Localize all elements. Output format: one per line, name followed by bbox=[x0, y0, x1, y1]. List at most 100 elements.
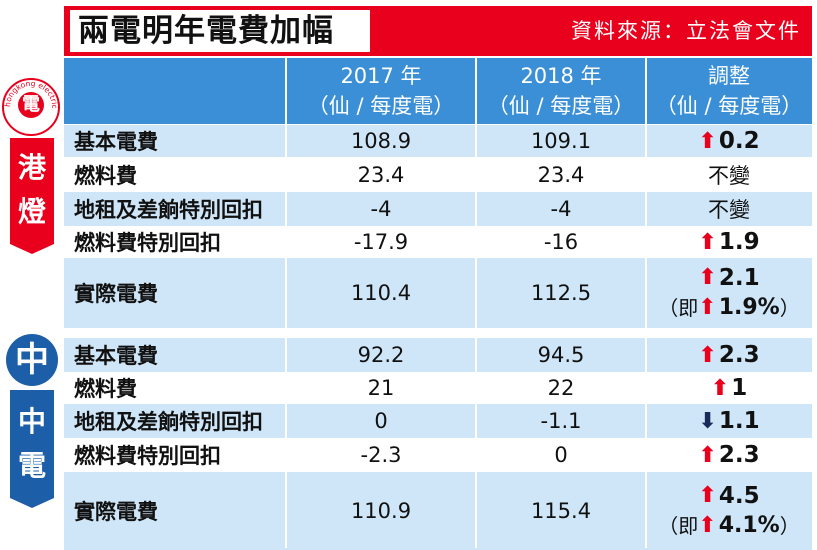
row-label: 燃料費 bbox=[74, 164, 137, 188]
header-2017-unit: （仙 / 每度電） bbox=[307, 94, 455, 118]
red-up-arrow-icon: ⬆ bbox=[698, 342, 717, 368]
adjust-cell: 不變 bbox=[646, 158, 812, 192]
adjust-value: 1 bbox=[731, 375, 748, 401]
value-2018: 112.5 bbox=[530, 281, 592, 305]
red-up-arrow-icon: ⬆ bbox=[698, 483, 717, 508]
adjust-cell: 不變 bbox=[646, 192, 812, 226]
row-label: 地租及差餉特別回扣 bbox=[74, 198, 263, 222]
clp-banner: 中電 bbox=[10, 390, 54, 508]
logo-center-char: 電 bbox=[18, 92, 44, 118]
value-2017: 23.4 bbox=[357, 163, 405, 187]
row-label: 基本電費 bbox=[74, 130, 158, 154]
value-2018: 94.5 bbox=[537, 343, 585, 367]
value-2017: -17.9 bbox=[353, 230, 409, 254]
adjust-value: 2.3 bbox=[718, 342, 760, 368]
row-label: 實際電費 bbox=[74, 500, 158, 524]
adjust-line: ⬆ 4.5 bbox=[698, 481, 759, 511]
row-label: 燃料費特別回扣 bbox=[74, 444, 221, 468]
hke-banner: 港燈 bbox=[10, 138, 54, 254]
column-divider bbox=[285, 58, 287, 548]
red-up-arrow-icon: ⬆ bbox=[698, 229, 717, 255]
table-row: 基本電費 108.9 109.1 ⬆ 0.2 bbox=[64, 125, 812, 157]
adjust-cell: ⬆ 4.5 （即 ⬆ 4.1%） bbox=[646, 472, 812, 550]
red-up-arrow-icon: ⬆ bbox=[710, 375, 730, 401]
percent-value: 1.9% bbox=[718, 295, 780, 320]
row-label: 燃料費特別回扣 bbox=[74, 231, 221, 255]
red-up-arrow-icon: ⬆ bbox=[698, 295, 717, 320]
table-row: 地租及差餉特別回扣 0 -1.1 ⬇ 1.1 bbox=[64, 404, 812, 438]
adjust-cell: ⬆ 2.3 bbox=[646, 338, 812, 372]
clp-banner-text: 中電 bbox=[17, 405, 46, 482]
value-2017: 108.9 bbox=[350, 129, 412, 153]
value-2018: 0 bbox=[554, 443, 568, 467]
percent-suffix: ） bbox=[779, 296, 800, 320]
table-row: 燃料費特別回扣 -2.3 0 ⬆ 2.3 bbox=[64, 438, 812, 472]
table-header: 2017 年 （仙 / 每度電） 2018 年 （仙 / 每度電） 調整 （仙 … bbox=[64, 58, 812, 124]
red-up-arrow-icon: ⬆ bbox=[698, 265, 717, 290]
value-2018: -16 bbox=[543, 230, 579, 254]
value-2017: 110.9 bbox=[350, 499, 412, 523]
value-2017: -2.3 bbox=[360, 443, 402, 467]
value-2018: 109.1 bbox=[530, 129, 592, 153]
header-adjust-unit: （仙 / 每度電） bbox=[655, 94, 803, 118]
adjust-cell: ⬆ 2.1 （即 ⬆ 1.9%） bbox=[646, 258, 812, 328]
value-2017: 92.2 bbox=[357, 343, 405, 367]
adjust-value: 1.9 bbox=[718, 229, 760, 255]
value-2017: 110.4 bbox=[350, 281, 412, 305]
header-2018-label: 2018 年 bbox=[520, 64, 602, 88]
adjust-cell: ⬇ 1.1 bbox=[646, 404, 812, 438]
header-adjust-label: 調整 bbox=[708, 64, 750, 88]
header-2018-unit: （仙 / 每度電） bbox=[487, 94, 635, 118]
adjust-value: 不變 bbox=[708, 198, 750, 222]
header-2018: 2018 年 （仙 / 每度電） bbox=[476, 58, 646, 124]
adjust-value: 0.2 bbox=[718, 128, 760, 154]
row-label: 地租及差餉特別回扣 bbox=[74, 410, 263, 434]
value-2017: -4 bbox=[370, 197, 392, 221]
source-note: 資料來源：立法會文件 bbox=[571, 19, 801, 43]
header-adjust: 調整 （仙 / 每度電） bbox=[646, 58, 812, 124]
value-2018: 22 bbox=[547, 376, 575, 400]
adjust-cell: ⬆ 1.9 bbox=[646, 226, 812, 258]
header-2017: 2017 年 （仙 / 每度電） bbox=[286, 58, 476, 124]
adjust-line: ⬆ 2.1 bbox=[698, 263, 759, 293]
percent-prefix: （即 bbox=[658, 296, 699, 320]
column-divider bbox=[475, 58, 477, 548]
value-2017: 21 bbox=[367, 376, 395, 400]
adjust-percent-line: （即 ⬆ 4.1%） bbox=[658, 511, 799, 541]
percent-suffix: ） bbox=[779, 514, 800, 538]
value-2018: -4 bbox=[550, 197, 572, 221]
value-2018: -1.1 bbox=[540, 409, 582, 433]
table-row: 實際電費 110.4 112.5 ⬆ 2.1 （即 ⬆ 1.9%） bbox=[64, 258, 812, 328]
row-label: 燃料費 bbox=[74, 377, 137, 401]
adjust-value: 不變 bbox=[708, 164, 750, 188]
adjust-cell: ⬆ 2.3 bbox=[646, 438, 812, 472]
header-2017-label: 2017 年 bbox=[340, 64, 422, 88]
table-row: 基本電費 92.2 94.5 ⬆ 2.3 bbox=[64, 338, 812, 372]
row-label: 實際電費 bbox=[74, 282, 158, 306]
table-row: 實際電費 110.9 115.4 ⬆ 4.5 （即 ⬆ 4.1%） bbox=[64, 472, 812, 550]
percent-value: 4.1% bbox=[718, 513, 780, 538]
value-2017: 0 bbox=[374, 409, 388, 433]
value-2018: 115.4 bbox=[530, 499, 592, 523]
hongkong-electric-logo: hongkong electric 電 bbox=[2, 78, 60, 136]
table-row: 地租及差餉特別回扣 -4 -4 不變 bbox=[64, 192, 812, 226]
adjust-value: 2.3 bbox=[718, 442, 760, 468]
table-row: 燃料費 21 22 ⬆ 1 bbox=[64, 372, 812, 404]
adjust-value: 4.5 bbox=[718, 483, 760, 509]
hke-banner-text: 港燈 bbox=[17, 151, 46, 228]
row-label: 基本電費 bbox=[74, 344, 158, 368]
adjust-cell: ⬆ 0.2 bbox=[646, 125, 812, 157]
clp-logo: 中 bbox=[6, 334, 58, 386]
percent-prefix: （即 bbox=[658, 514, 699, 538]
table-row: 燃料費 23.4 23.4 不變 bbox=[64, 158, 812, 192]
navy-down-arrow-icon: ⬇ bbox=[698, 408, 717, 434]
red-up-arrow-icon: ⬆ bbox=[698, 128, 717, 154]
red-up-arrow-icon: ⬆ bbox=[698, 442, 717, 468]
page-title: 兩電明年電費加幅 bbox=[70, 10, 370, 52]
column-divider bbox=[645, 58, 647, 548]
red-up-arrow-icon: ⬆ bbox=[698, 513, 717, 538]
group-separator bbox=[64, 329, 812, 337]
value-2018: 23.4 bbox=[537, 163, 585, 187]
adjust-cell: ⬆ 1 bbox=[646, 372, 812, 404]
adjust-percent-line: （即 ⬆ 1.9%） bbox=[658, 293, 799, 323]
